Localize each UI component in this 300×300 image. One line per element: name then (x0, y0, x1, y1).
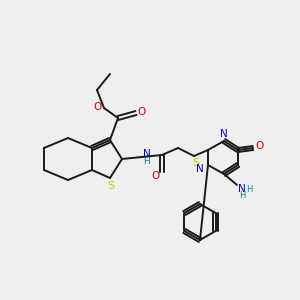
Text: H: H (144, 158, 150, 166)
Text: N: N (143, 149, 151, 159)
Text: S: S (107, 181, 115, 191)
Text: O: O (151, 171, 159, 181)
Text: N: N (220, 129, 228, 139)
Text: H: H (246, 184, 252, 194)
Text: S: S (192, 158, 200, 168)
Text: O: O (255, 141, 263, 151)
Text: N: N (238, 184, 246, 194)
Text: H: H (239, 191, 245, 200)
Text: O: O (138, 107, 146, 117)
Text: O: O (94, 102, 102, 112)
Text: N: N (196, 164, 204, 174)
